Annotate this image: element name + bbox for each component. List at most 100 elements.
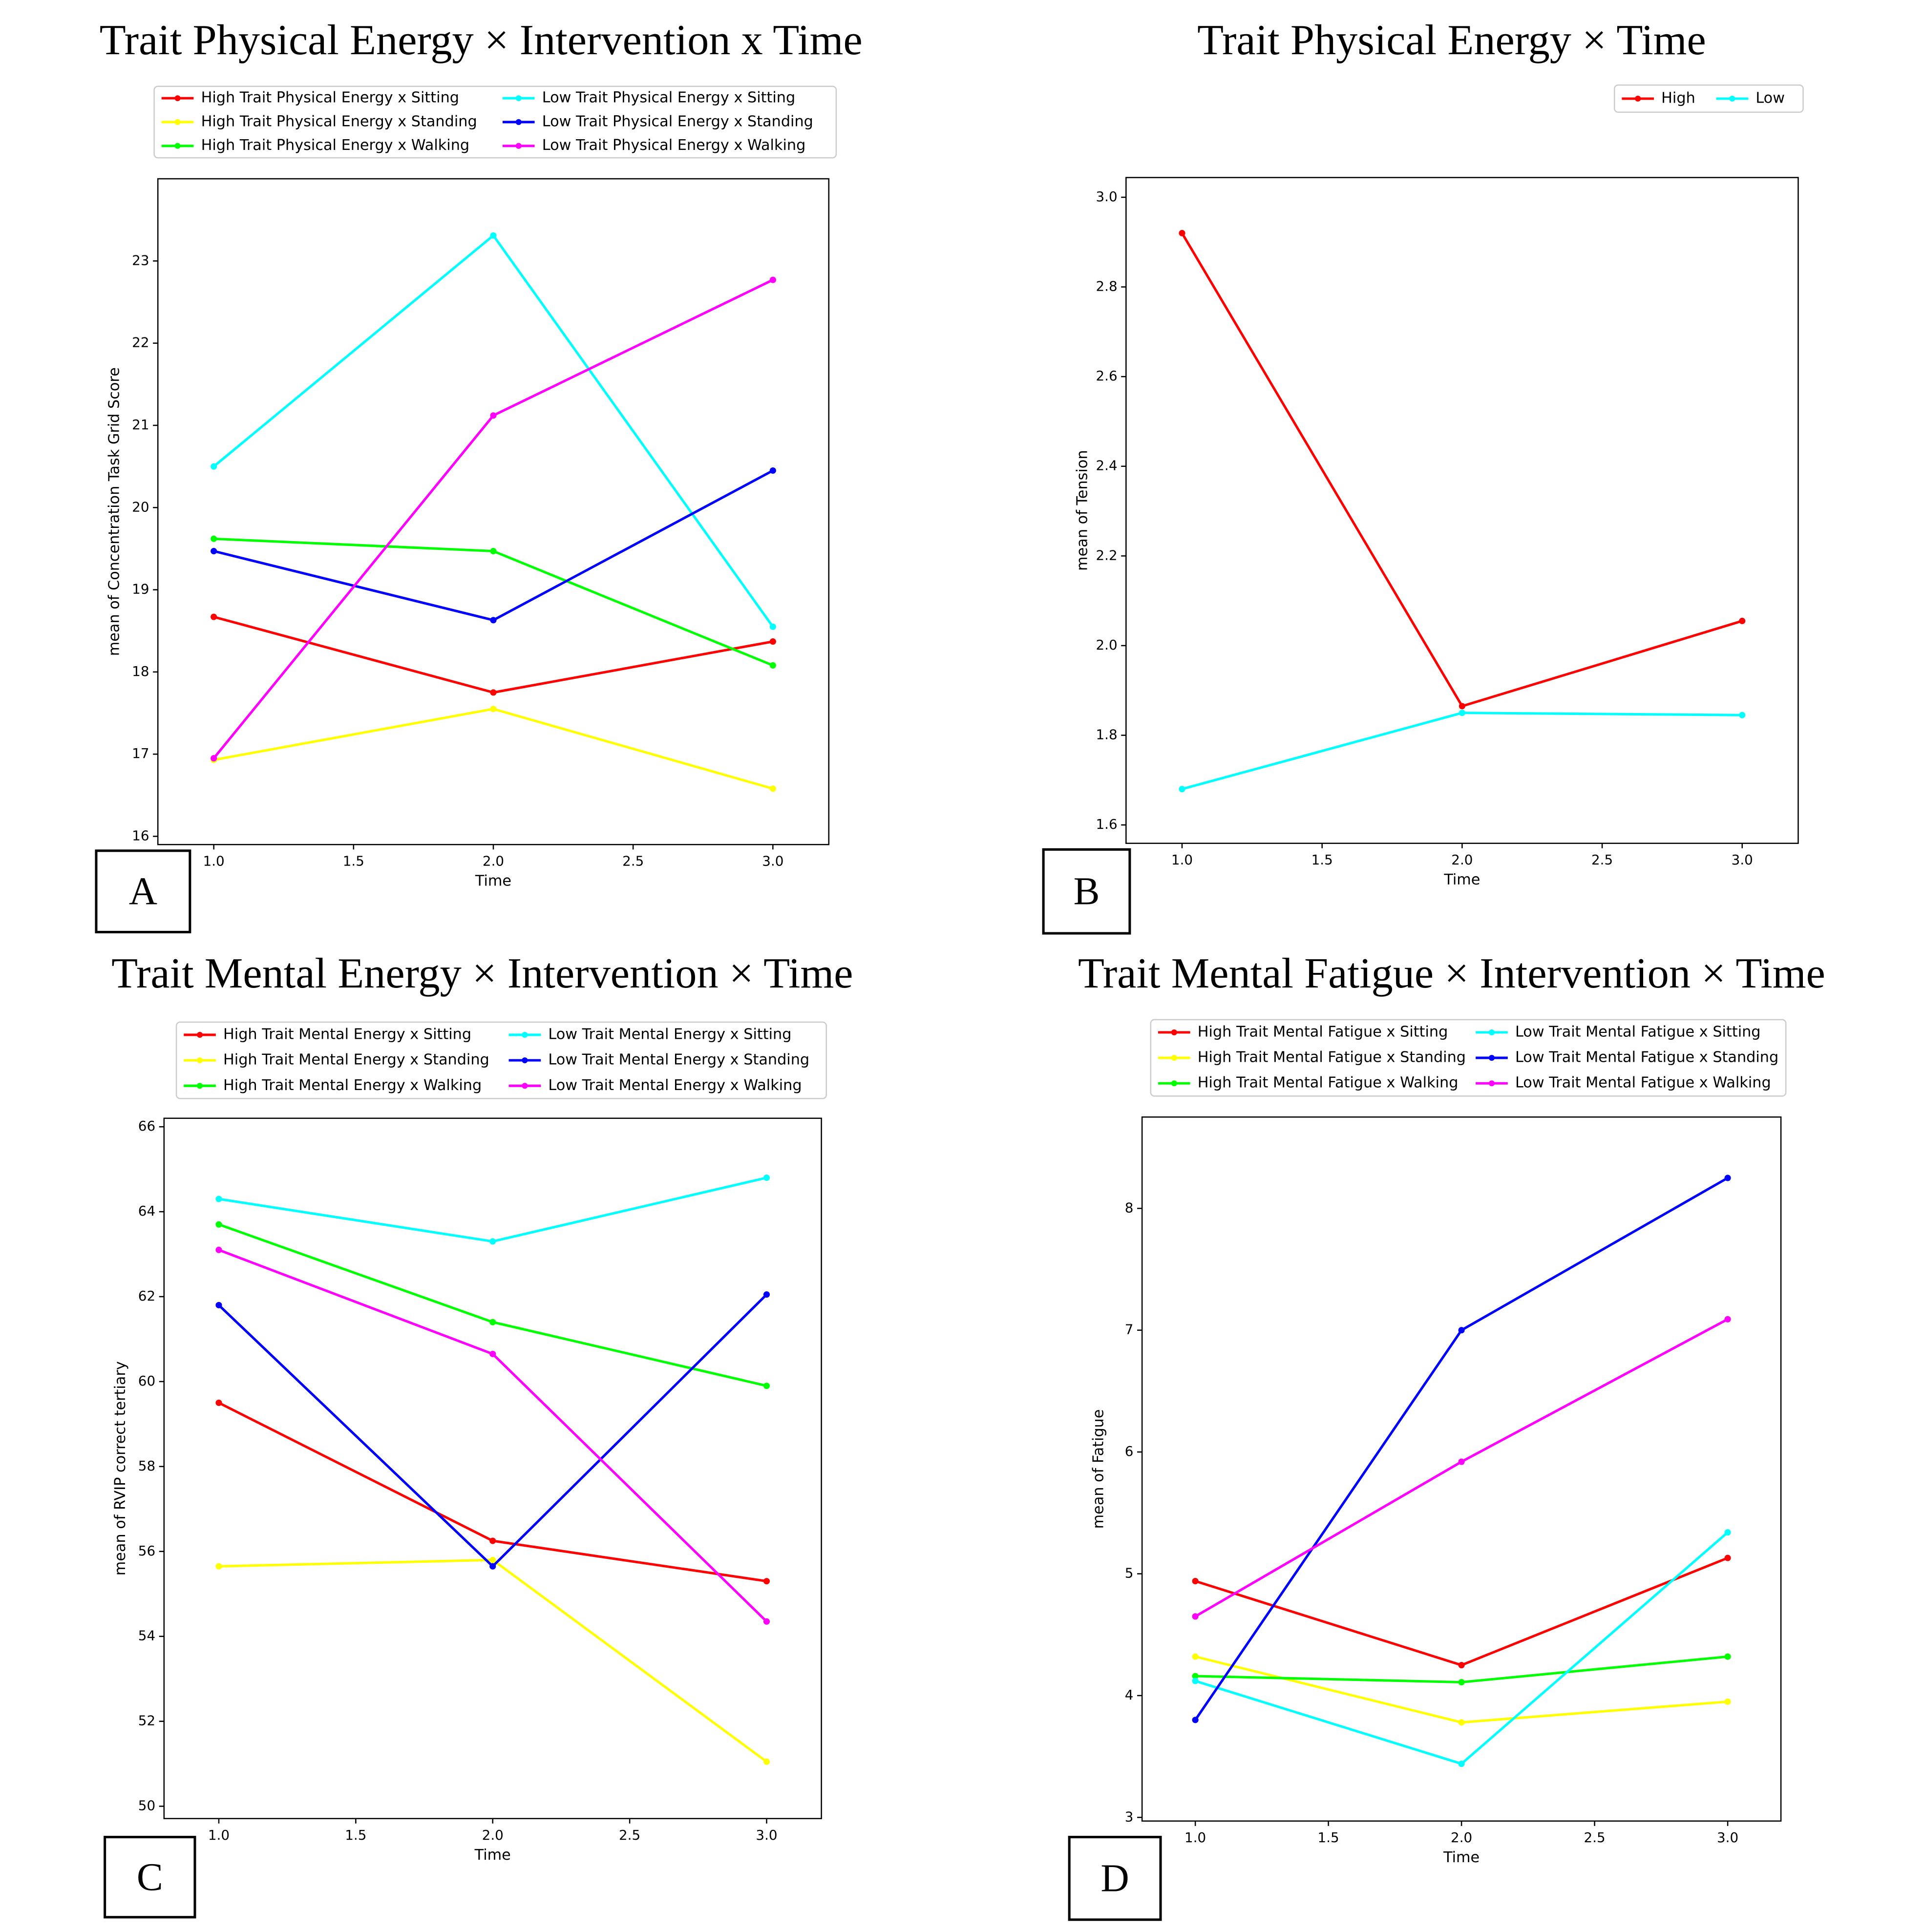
- plot-area: [157, 178, 830, 845]
- data-point: [215, 1246, 222, 1253]
- x-tick-label: 1.5: [1311, 852, 1333, 868]
- y-tick-label: 19: [132, 581, 149, 597]
- x-tick-label: 2.0: [483, 853, 504, 869]
- data-point: [489, 1319, 496, 1325]
- y-tick-label: 4: [1125, 1687, 1134, 1703]
- legend-marker: [1488, 1029, 1495, 1035]
- data-point: [215, 1221, 222, 1228]
- data-point: [769, 785, 776, 792]
- data-point: [1458, 1761, 1465, 1767]
- y-tick-label: 66: [138, 1118, 155, 1134]
- legend-marker: [1171, 1029, 1177, 1035]
- legend-label: Low Trait Physical Energy x Sitting: [542, 89, 795, 106]
- data-point: [489, 1556, 496, 1563]
- y-axis-label: mean of Concentration Task Grid Score: [106, 367, 123, 656]
- data-point: [763, 1174, 770, 1181]
- legend-label: High Trait Physical Energy x Sitting: [201, 89, 459, 106]
- panel-box: [1042, 848, 1131, 935]
- y-tick-label: 52: [138, 1713, 155, 1729]
- x-tick-label: 2.5: [619, 1827, 640, 1843]
- y-tick-label: 7: [1125, 1322, 1134, 1338]
- data-point: [1724, 1316, 1731, 1323]
- legend-label: High Trait Physical Energy x Walking: [201, 137, 470, 154]
- legend-marker: [196, 1031, 203, 1038]
- data-point: [1458, 1661, 1465, 1669]
- legend-marker: [522, 1031, 528, 1038]
- y-tick-label: 2.4: [1096, 458, 1117, 474]
- y-tick-label: 20: [132, 499, 149, 515]
- data-point: [489, 1238, 496, 1245]
- legend-marker: [522, 1057, 528, 1064]
- plot-area: [1125, 177, 1799, 844]
- data-point: [1739, 617, 1746, 625]
- legend-label: Low: [1755, 89, 1785, 106]
- legend-box: [1613, 84, 1804, 113]
- y-axis-label: mean of Tension: [1074, 450, 1091, 570]
- chart-title: Trait Mental Fatigue × Intervention × Ti…: [1078, 949, 1825, 997]
- data-point: [215, 1563, 222, 1570]
- x-tick-label: 2.5: [1584, 1829, 1606, 1846]
- x-axis-label: Time: [1443, 871, 1480, 888]
- data-point: [1724, 1653, 1731, 1660]
- data-point: [1458, 1327, 1465, 1334]
- x-tick-label: 2.0: [1451, 1829, 1472, 1846]
- panel-label: A: [129, 869, 157, 913]
- legend-label: Low Trait Physical Energy x Standing: [542, 113, 813, 130]
- legend-marker: [174, 119, 181, 125]
- data-point: [1192, 1717, 1199, 1723]
- y-tick-label: 64: [138, 1203, 155, 1219]
- legend-marker: [515, 119, 522, 125]
- y-axis-label: mean of Fatigue: [1090, 1409, 1107, 1529]
- x-tick-label: 1.5: [343, 853, 364, 869]
- data-point: [489, 1537, 496, 1544]
- data-point: [763, 1383, 770, 1389]
- y-tick-label: 1.8: [1096, 727, 1117, 743]
- data-point: [1179, 230, 1185, 236]
- panel-label: B: [1074, 869, 1100, 913]
- y-tick-label: 50: [138, 1798, 155, 1814]
- plot-area: [163, 1117, 822, 1820]
- data-point: [1459, 710, 1465, 716]
- y-tick-label: 16: [132, 828, 149, 844]
- x-tick-label: 2.0: [482, 1827, 504, 1843]
- legend-marker: [1488, 1080, 1495, 1087]
- legend-label: Low Trait Mental Energy x Sitting: [548, 1026, 791, 1043]
- y-tick-label: 23: [132, 252, 149, 268]
- data-point: [763, 1758, 770, 1765]
- y-tick-label: 3.0: [1096, 189, 1117, 205]
- legend-label: Low Trait Mental Energy x Standing: [548, 1051, 809, 1069]
- data-point: [490, 617, 497, 624]
- legend-box: [153, 85, 837, 159]
- data-point: [490, 547, 497, 555]
- data-point: [1458, 1679, 1465, 1686]
- data-point: [211, 613, 217, 620]
- legend-label: High Trait Mental Energy x Standing: [223, 1051, 489, 1069]
- legend-box: [1150, 1019, 1787, 1097]
- data-point: [769, 662, 776, 669]
- data-point: [769, 276, 776, 283]
- legend-marker: [1635, 95, 1641, 102]
- data-point: [490, 706, 497, 713]
- data-point: [490, 412, 497, 419]
- y-tick-label: 21: [132, 417, 149, 433]
- legend-label: Low Trait Physical Energy x Walking: [542, 137, 806, 154]
- x-tick-label: 2.5: [622, 853, 644, 869]
- data-point: [215, 1399, 222, 1406]
- x-tick-label: 3.0: [1732, 852, 1753, 868]
- y-tick-label: 60: [138, 1373, 155, 1389]
- y-axis-label: mean of RVIP correct tertiary: [112, 1361, 129, 1575]
- data-point: [1192, 1653, 1199, 1660]
- data-point: [1739, 712, 1746, 718]
- x-tick-label: 2.0: [1451, 852, 1473, 868]
- y-tick-label: 2.8: [1096, 278, 1117, 294]
- data-point: [211, 755, 217, 762]
- x-tick-label: 1.0: [203, 853, 225, 869]
- x-tick-label: 1.0: [1184, 1829, 1206, 1846]
- y-tick-label: 22: [132, 335, 149, 351]
- legend-marker: [515, 95, 522, 102]
- data-point: [769, 623, 776, 630]
- y-tick-label: 2.2: [1096, 547, 1117, 563]
- data-point: [1192, 1613, 1199, 1620]
- data-point: [1724, 1698, 1731, 1705]
